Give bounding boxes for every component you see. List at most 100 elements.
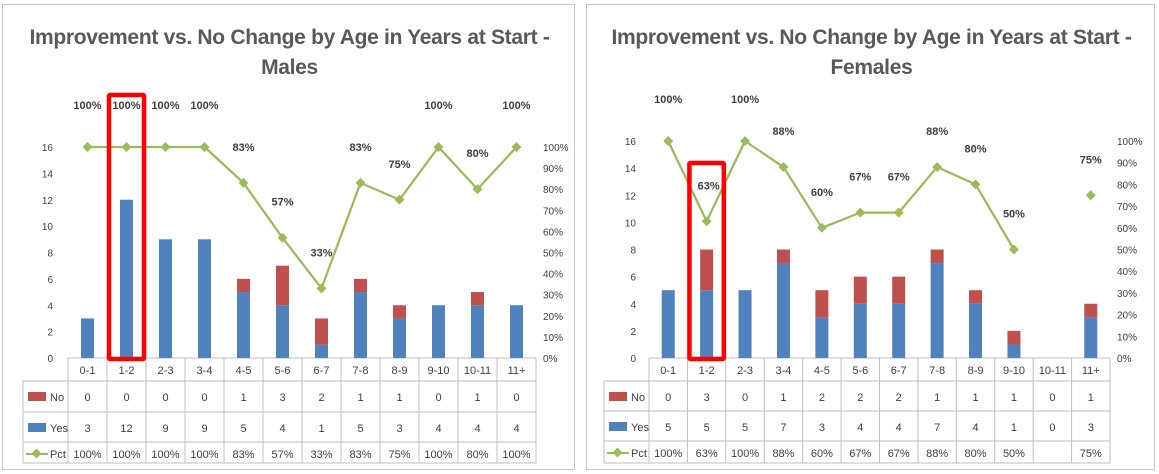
- pct-data-label: 88%: [926, 126, 948, 138]
- pct-line-segment: [398, 146, 440, 201]
- bar-no: [393, 305, 406, 319]
- y2-axis-tick-label: 0%: [543, 354, 558, 365]
- bar-yes: [853, 303, 867, 358]
- y2-axis-tick-label: 90%: [543, 164, 563, 175]
- x-axis-tick-label: 3-4: [197, 365, 213, 377]
- x-axis-tick-label: 8-9: [968, 365, 984, 377]
- x-axis-tick-label: 4-5: [236, 365, 252, 377]
- y2-axis-tick-label: 80%: [1117, 180, 1137, 191]
- pct-point: [82, 142, 93, 152]
- y-axis-tick-label: 12: [625, 191, 637, 202]
- y-axis-tick-label: 16: [625, 137, 637, 148]
- bar-yes: [120, 199, 133, 358]
- pct-line-segment: [821, 211, 861, 229]
- table-cell-no: 0: [435, 392, 441, 404]
- table-cell-no: 0: [742, 392, 748, 404]
- x-axis-tick-label: 9-10: [1003, 365, 1025, 377]
- y2-axis-tick-label: 40%: [1117, 267, 1137, 278]
- bar-yes: [393, 318, 406, 358]
- bar-yes: [432, 305, 445, 358]
- pct-data-label: 100%: [190, 100, 218, 112]
- pct-point: [433, 142, 444, 152]
- table-cell-no: 1: [972, 392, 978, 404]
- chart-title: Improvement vs. No Change by Age in Year…: [587, 23, 1156, 83]
- pct-data-label: 80%: [466, 148, 488, 160]
- table-cell-no: 2: [318, 392, 324, 404]
- table-cell-pct: 100%: [112, 449, 140, 461]
- pct-line-segment: [320, 182, 362, 289]
- table-cell-pct: 83%: [232, 449, 254, 461]
- x-axis-tick-label: 3-4: [776, 365, 792, 377]
- chart-title: Improvement vs. No Change by Age in Year…: [3, 23, 576, 83]
- pct-line-segment: [203, 146, 245, 184]
- table-cell-pct: 80%: [466, 449, 488, 461]
- table-cell-no: 1: [474, 392, 480, 404]
- pct-point: [472, 184, 483, 195]
- bar-yes: [81, 318, 94, 358]
- pct-point: [199, 142, 210, 152]
- table-cell-pct: 100%: [73, 449, 101, 461]
- chart-title-line1: Improvement vs. No Change by Age in Year…: [611, 26, 1132, 49]
- legend-swatch-no: [28, 392, 46, 401]
- x-axis-tick-label: 9-10: [427, 365, 449, 377]
- table-cell-pct: 33%: [310, 449, 332, 461]
- bar-no: [354, 278, 367, 293]
- table-cell-yes: 9: [162, 423, 168, 435]
- table-cell-yes: 3: [1088, 422, 1094, 434]
- highlight-box: [687, 160, 727, 362]
- pct-point: [932, 162, 943, 172]
- y2-axis-tick-label: 40%: [543, 270, 563, 281]
- pct-line-segment: [437, 146, 479, 190]
- y-axis-tick-label: 14: [625, 164, 637, 175]
- table-cell-yes: 3: [819, 422, 825, 434]
- x-axis-tick-label: 1-2: [119, 365, 135, 377]
- pct-data-label: 80%: [965, 143, 987, 155]
- pct-data-label: 63%: [698, 180, 720, 192]
- y2-axis-tick-label: 50%: [543, 249, 563, 260]
- bar-yes: [969, 303, 983, 358]
- bar-no: [237, 278, 250, 293]
- pct-data-label: 83%: [349, 142, 371, 154]
- y2-axis-tick-label: 70%: [543, 206, 563, 217]
- table-cell-no: 0: [513, 392, 519, 404]
- bar-no: [1084, 303, 1098, 318]
- pct-data-label: 100%: [151, 100, 179, 112]
- x-axis-tick-label: 8-9: [392, 365, 408, 377]
- y-axis-tick-label: 16: [42, 143, 54, 154]
- pct-point: [970, 179, 981, 190]
- x-axis-tick-label: 5-6: [852, 365, 868, 377]
- table-cell-yes: 0: [1049, 422, 1055, 434]
- y-axis-tick-label: 4: [47, 301, 53, 312]
- table-cell-pct: 100%: [502, 449, 530, 461]
- table-cell-yes: 5: [665, 422, 671, 434]
- table-cell-pct: 100%: [151, 449, 179, 461]
- bar-yes: [700, 290, 714, 358]
- x-axis-tick-label: 2-3: [737, 365, 753, 377]
- pct-point: [238, 177, 249, 188]
- x-axis-tick-label: 11+: [508, 365, 526, 377]
- x-axis-tick-label: 0-1: [80, 365, 96, 377]
- pct-point: [160, 142, 171, 152]
- table-cell-yes: 4: [857, 422, 863, 434]
- bar-yes: [815, 317, 829, 358]
- table-cell-yes: 5: [240, 423, 246, 435]
- legend-swatch-no: [609, 392, 627, 401]
- y2-axis-tick-label: 70%: [1117, 202, 1137, 213]
- pct-data-label: 75%: [388, 159, 410, 171]
- y2-axis-tick-label: 10%: [543, 333, 563, 344]
- bar-yes: [315, 344, 328, 358]
- table-cell-pct: 100%: [731, 448, 759, 460]
- table-cell-yes: 4: [513, 423, 519, 435]
- pct-line-segment: [360, 181, 400, 201]
- table-cell-no: 2: [857, 392, 863, 404]
- pct-line-segment: [782, 166, 823, 229]
- x-axis-tick-label: 6-7: [891, 365, 907, 377]
- y2-axis-tick-label: 30%: [543, 291, 563, 302]
- pct-data-label: 33%: [310, 247, 332, 259]
- y-axis-tick-label: 6: [630, 273, 636, 284]
- legend-label-pct: Pct: [50, 449, 66, 461]
- x-axis-tick-label: 11+: [1082, 365, 1100, 377]
- chart-title-line2: Females: [830, 56, 913, 79]
- table-cell-no: 1: [357, 392, 363, 404]
- y-axis-tick-label: 8: [47, 249, 53, 260]
